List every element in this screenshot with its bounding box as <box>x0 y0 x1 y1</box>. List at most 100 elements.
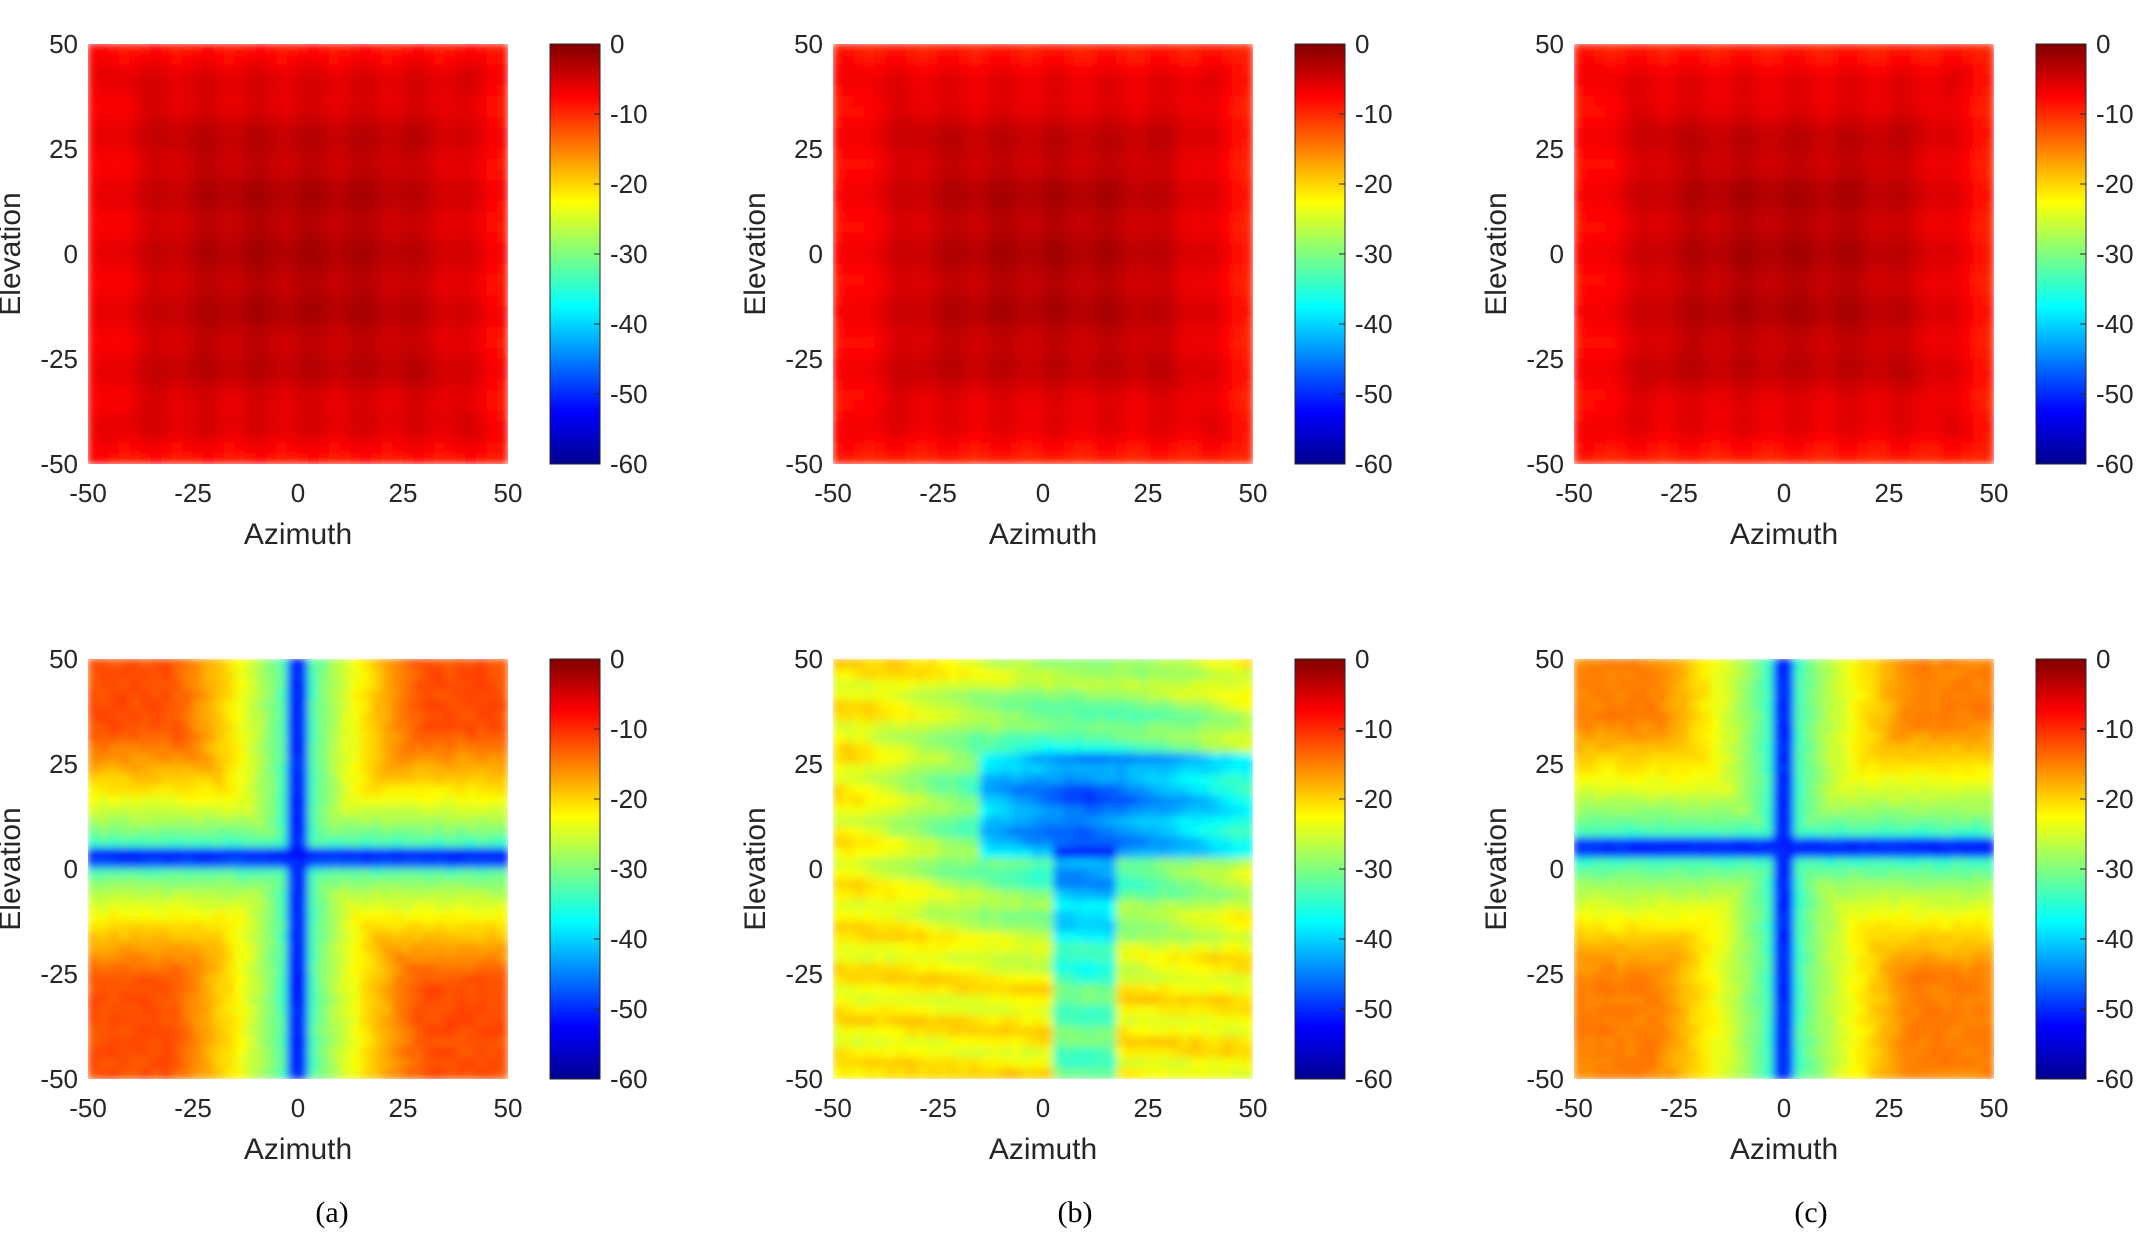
heatmap-cell <box>906 232 918 244</box>
heatmap-cell <box>1168 201 1180 213</box>
heatmap-cell <box>245 679 257 691</box>
heatmap-cell <box>1941 411 1953 423</box>
heatmap-cell <box>1242 442 1253 454</box>
heatmap-cell <box>1053 201 1065 213</box>
heatmap-cell <box>1857 253 1869 265</box>
x-tick-label: 0 <box>291 478 305 508</box>
heatmap-cell <box>1783 379 1795 391</box>
heatmap-cell <box>234 400 246 412</box>
heatmap-cell <box>360 432 372 444</box>
heatmap-cell <box>318 96 330 108</box>
heatmap-cell <box>1011 411 1023 423</box>
heatmap-cell <box>266 148 278 160</box>
heatmap-cell <box>1189 379 1201 391</box>
heatmap-cell <box>1584 106 1596 118</box>
heatmap-cell <box>402 54 414 66</box>
heatmap-cell <box>1105 348 1117 360</box>
colorbar-tick-label: -10 <box>2096 99 2134 129</box>
heatmap-cell <box>1179 75 1191 87</box>
heatmap-cell <box>1189 358 1201 370</box>
heatmap-cell <box>1888 180 1900 192</box>
heatmap-cell <box>182 295 194 307</box>
heatmap-cell <box>360 190 372 202</box>
heatmap-cell <box>182 432 194 444</box>
heatmap-cell <box>224 390 236 402</box>
heatmap-cell <box>329 358 341 370</box>
heatmap-cell <box>381 127 393 139</box>
heatmap-cell <box>1615 85 1627 97</box>
heatmap-cell <box>150 390 162 402</box>
heatmap-cell <box>1741 117 1753 129</box>
heatmap-cell <box>864 75 876 87</box>
heatmap-cell <box>969 211 981 223</box>
heatmap-cell <box>1689 379 1701 391</box>
heatmap-cell <box>1574 337 1585 349</box>
heatmap-cell <box>864 390 876 402</box>
heatmap-cell <box>1888 327 1900 339</box>
heatmap-cell <box>339 669 351 681</box>
heatmap-cell <box>948 180 960 192</box>
heatmap-cell <box>1000 274 1012 286</box>
heatmap-cell <box>1815 232 1827 244</box>
heatmap-cell <box>297 54 309 66</box>
heatmap-cell <box>1689 138 1701 150</box>
heatmap-cell <box>1710 274 1722 286</box>
heatmap-cell <box>1867 127 1879 139</box>
heatmap-cell <box>266 306 278 318</box>
heatmap-cell <box>108 411 120 423</box>
heatmap-cell <box>276 264 288 276</box>
heatmap-cell <box>308 232 320 244</box>
heatmap-cell <box>937 54 949 66</box>
heatmap-cell <box>465 421 477 433</box>
heatmap-cell <box>1615 411 1627 423</box>
heatmap-cell <box>1846 432 1858 444</box>
heatmap-cell <box>1920 169 1932 181</box>
heatmap-cell <box>224 285 236 297</box>
heatmap-cell <box>927 243 939 255</box>
heatmap-cell <box>1983 442 1994 454</box>
heatmap-cell <box>885 316 897 328</box>
heatmap-cell <box>150 421 162 433</box>
heatmap-cell <box>979 442 991 454</box>
heatmap-cell <box>1836 138 1848 150</box>
heatmap-cell <box>203 264 215 276</box>
heatmap-cell <box>1878 44 1890 55</box>
heatmap-cell <box>1930 327 1942 339</box>
heatmap-cell <box>119 421 131 433</box>
heatmap-cell <box>234 306 246 318</box>
heatmap-cell <box>88 390 99 402</box>
heatmap-cell <box>276 432 288 444</box>
heatmap-cell <box>276 64 288 76</box>
heatmap-cell <box>1605 222 1617 234</box>
heatmap-cell <box>1221 379 1233 391</box>
heatmap-cell <box>1063 295 1075 307</box>
heatmap-cell <box>1741 211 1753 223</box>
heatmap-cell <box>1084 180 1096 192</box>
heatmap-cell <box>88 64 99 76</box>
heatmap-cell <box>1930 453 1942 464</box>
heatmap-cell <box>1794 54 1806 66</box>
heatmap-cell <box>969 295 981 307</box>
heatmap-cell <box>1210 306 1222 318</box>
heatmap-cell <box>318 327 330 339</box>
heatmap-cell <box>1867 169 1879 181</box>
heatmap-cell <box>1899 421 1911 433</box>
heatmap-cell <box>1200 201 1212 213</box>
heatmap-cell <box>927 295 939 307</box>
heatmap-cell <box>1668 369 1680 381</box>
heatmap-cell <box>1836 327 1848 339</box>
heatmap-cell <box>297 337 309 349</box>
heatmap-cell <box>833 96 844 108</box>
heatmap-cell <box>1147 453 1159 464</box>
heatmap-cell <box>1116 148 1128 160</box>
heatmap-cell <box>1084 232 1096 244</box>
heatmap-cell <box>1710 337 1722 349</box>
heatmap-cell <box>224 327 236 339</box>
heatmap-cell <box>1804 159 1816 171</box>
heatmap-cell <box>1773 432 1785 444</box>
heatmap-cell <box>1962 169 1974 181</box>
heatmap-cell <box>1699 190 1711 202</box>
heatmap-cell <box>182 159 194 171</box>
heatmap-cell <box>874 138 886 150</box>
heatmap-cell <box>486 138 498 150</box>
